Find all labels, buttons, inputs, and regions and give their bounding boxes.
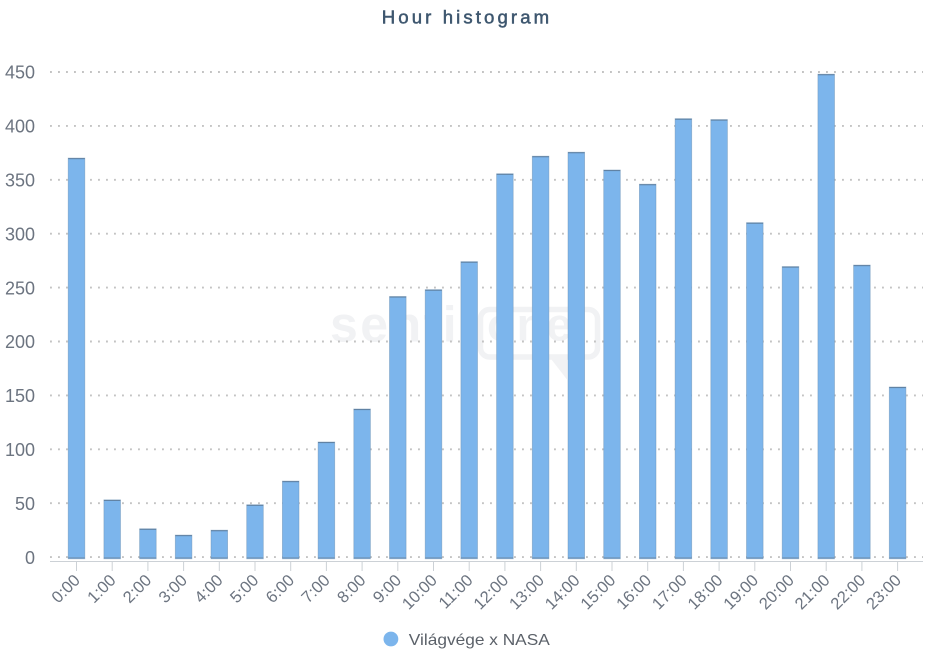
svg-text:350: 350 xyxy=(5,171,35,191)
svg-text:250: 250 xyxy=(5,278,35,298)
svg-text:Világvége x NASA: Világvége x NASA xyxy=(409,632,550,649)
svg-text:50: 50 xyxy=(15,494,35,514)
svg-text:150: 150 xyxy=(5,386,35,406)
svg-text:300: 300 xyxy=(5,224,35,244)
svg-text:100: 100 xyxy=(5,440,35,460)
svg-text:200: 200 xyxy=(5,332,35,352)
svg-text:Hour histogram: Hour histogram xyxy=(382,6,553,27)
svg-text:400: 400 xyxy=(5,117,35,137)
svg-text:0: 0 xyxy=(25,548,35,568)
svg-text:450: 450 xyxy=(5,63,35,83)
